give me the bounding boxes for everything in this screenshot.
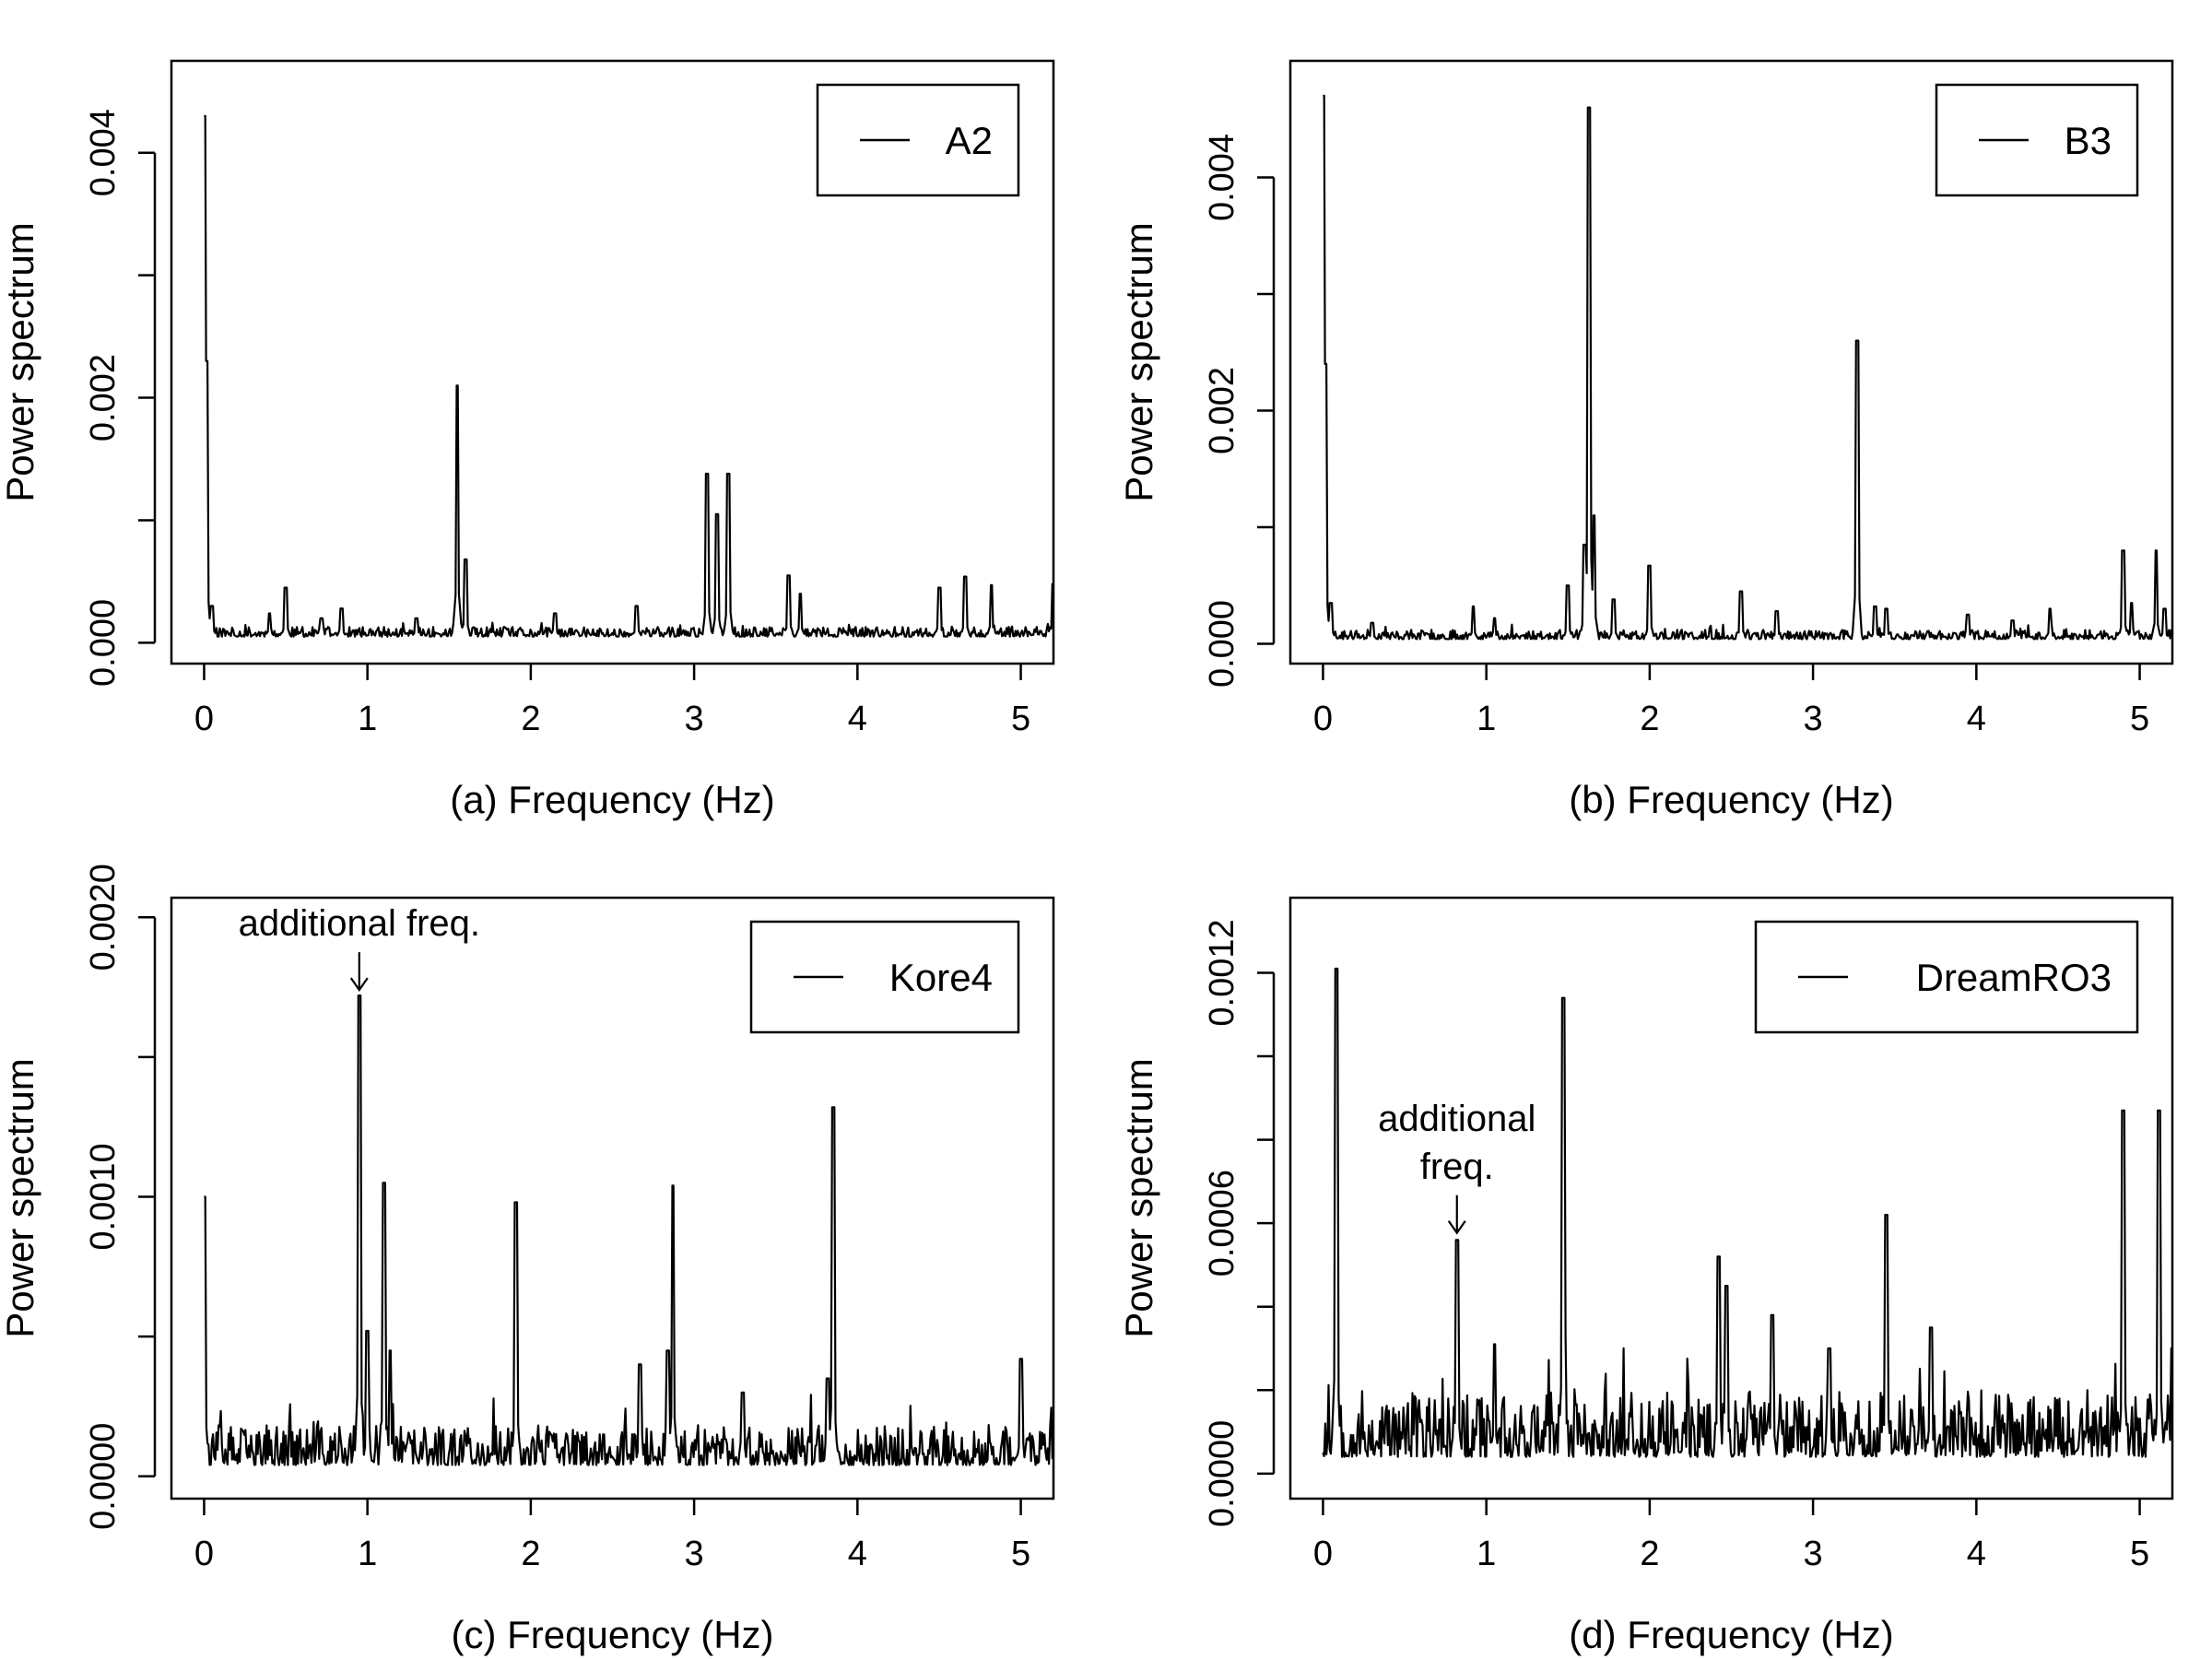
plot-frame	[1288, 896, 2174, 1500]
x-axis: 0 1 2 3 4 5 (a) Frequency (Hz)	[194, 664, 1030, 821]
annotation-text-line: additional	[1378, 1099, 1535, 1139]
legend: Kore4	[749, 920, 1020, 1034]
x-tick-label: 0	[194, 1535, 214, 1573]
x-axis-title: (a) Frequency (Hz)	[450, 778, 774, 821]
x-tick-label: 0	[1313, 700, 1333, 738]
x-tick-label: 1	[1477, 700, 1496, 738]
x-tick-label: 2	[1640, 700, 1659, 738]
series-line-B3	[1323, 94, 2172, 641]
y-tick-label: 0.000	[1203, 600, 1241, 688]
x-tick-label: 4	[1967, 1535, 1986, 1573]
x-tick-label: 3	[685, 1535, 704, 1573]
x-axis-title: (d) Frequency (Hz)	[1569, 1613, 1893, 1656]
y-axis-title: Power spectrum	[1117, 222, 1160, 501]
y-tick-label: 0.0020	[84, 864, 123, 971]
plot-frame	[170, 59, 1055, 665]
series-line-DreamRO3	[1322, 967, 2172, 1458]
x-tick-label: 2	[1640, 1535, 1659, 1573]
x-tick-label: 4	[1967, 700, 1986, 738]
legend-box	[749, 920, 1020, 1034]
x-tick-label: 3	[1804, 700, 1823, 738]
legend: B3	[1935, 83, 2139, 197]
y-tick-label: 0.0006	[1203, 1170, 1241, 1277]
x-tick-label: 1	[358, 1535, 377, 1573]
y-tick-label: 0.000	[84, 599, 123, 687]
y-axis: 0.000 0.002 0.004 Power spectrum	[0, 109, 157, 687]
y-axis-title: Power spectrum	[0, 1058, 41, 1337]
x-tick-label: 5	[2130, 1535, 2149, 1573]
y-tick-label: 0.0000	[84, 1423, 123, 1530]
y-axis-title: Power spectrum	[0, 222, 41, 501]
series-line-Kore4	[204, 994, 1053, 1466]
x-tick-label: 2	[521, 700, 540, 738]
y-tick-label: 0.0000	[1203, 1420, 1241, 1527]
chart-panel-d: 0 1 2 3 4 5(d) Frequency (Hz)0.00000.00060.00…	[1117, 896, 2174, 1656]
x-tick-label: 5	[1011, 700, 1030, 738]
x-tick-label: 3	[685, 700, 704, 738]
x-axis-title: (b) Frequency (Hz)	[1569, 778, 1893, 821]
legend: DreamRO3	[1754, 920, 2139, 1034]
x-tick-label: 4	[848, 700, 867, 738]
y-axis: 0.0000 0.0006 0.0012 Power spectrum	[1117, 919, 1276, 1527]
x-tick-label: 1	[358, 700, 377, 738]
y-axis: 0.0000 0.0010 0.0020 Power spectrum	[0, 864, 157, 1530]
x-tick-label: 5	[2130, 700, 2149, 738]
annotation: additional freq.	[1378, 1099, 1535, 1235]
annotation-arrow-head	[349, 977, 369, 993]
chart-panel-c: 0 1 2 3 4 5(c) Frequency (Hz)0.00000.00100.00…	[0, 864, 1055, 1656]
x-tick-label: 4	[848, 1535, 867, 1573]
y-tick-label: 0.0010	[84, 1143, 123, 1250]
legend: A2	[816, 83, 1020, 197]
plot-frame	[1288, 59, 2174, 665]
legend-box	[816, 83, 1020, 197]
y-axis-title: Power spectrum	[1117, 1058, 1160, 1337]
annotation-text-line: additional freq.	[239, 903, 480, 944]
legend-label: DreamRO3	[1916, 956, 2112, 999]
x-tick-label: 0	[1313, 1535, 1333, 1573]
series-line-A2	[204, 114, 1053, 638]
panels: 0 1 2 3 4 5 (a) Frequency (Hz) 0.000 0.002 0.004 P…	[0, 59, 2174, 1656]
chart-panel-a: 0 1 2 3 4 5 (a) Frequency (Hz) 0.000 0.002 0.004 P…	[0, 59, 1055, 821]
x-tick-label: 0	[194, 700, 214, 738]
y-tick-label: 0.002	[84, 354, 123, 441]
y-tick-label: 0.0012	[1203, 919, 1241, 1026]
x-axis: 0 1 2 3 4 5 (b) Frequency (Hz)	[1313, 664, 2149, 821]
legend-label: B3	[2065, 119, 2112, 162]
x-axis-title: (c) Frequency (Hz)	[451, 1613, 773, 1656]
x-tick-label: 1	[1477, 1535, 1496, 1573]
x-tick-label: 5	[1011, 1535, 1030, 1573]
x-axis: 0 1 2 3 4 5 (d) Frequency (Hz)	[1313, 1499, 2149, 1656]
y-tick-label: 0.004	[84, 109, 123, 196]
legend-box	[1754, 920, 2139, 1034]
annotation-arrow-head	[1447, 1220, 1466, 1235]
plot-frame	[170, 896, 1055, 1500]
legend-box	[1935, 83, 2139, 197]
legend-label: Kore4	[889, 956, 993, 999]
y-tick-label: 0.004	[1203, 134, 1241, 221]
annotation-text-line: freq.	[1420, 1147, 1494, 1187]
x-axis: 0 1 2 3 4 5 (c) Frequency (Hz)	[194, 1499, 1030, 1656]
y-tick-label: 0.002	[1203, 367, 1241, 454]
annotation: additional freq.	[239, 903, 480, 993]
x-tick-label: 2	[521, 1535, 540, 1573]
y-axis: 0.000 0.002 0.004 Power spectrum	[1117, 134, 1276, 688]
chart-panel-b: 0 1 2 3 4 5 (b) Frequency (Hz) 0.000 0.002 0.004 P…	[1117, 59, 2174, 821]
x-tick-label: 3	[1804, 1535, 1823, 1573]
legend-label: A2	[946, 119, 993, 162]
